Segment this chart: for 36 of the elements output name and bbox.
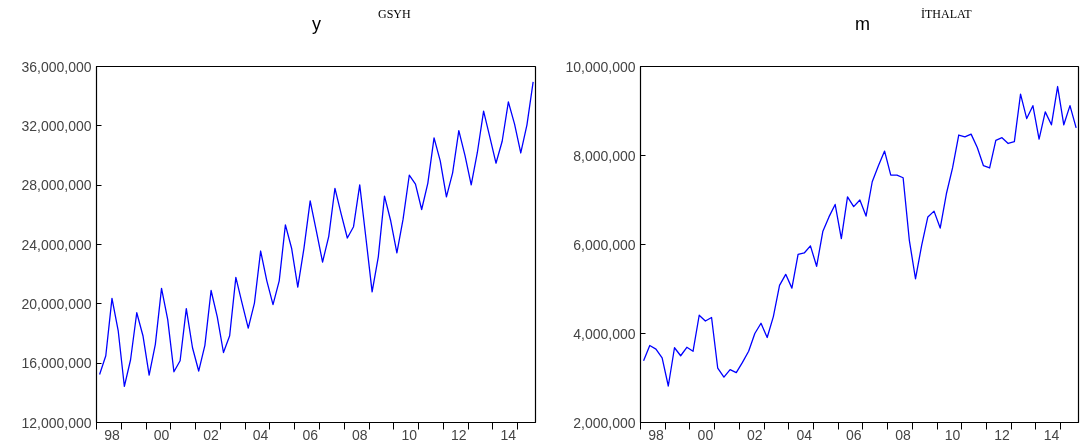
line-series [642, 85, 1077, 387]
y-tick-label: 32,000,000 [21, 117, 92, 134]
x-tick-label: 12 [451, 426, 467, 443]
chart-title: y [312, 13, 321, 36]
line-series [98, 81, 534, 388]
x-tick-label: 14 [1043, 426, 1060, 443]
x-tick-label: 08 [351, 426, 368, 443]
x-tick-label: 00 [697, 426, 714, 443]
x-tick-label: 98 [104, 426, 120, 443]
y-tick-label: 16,000,000 [21, 355, 92, 372]
y-tick-label: 24,000,000 [21, 236, 92, 253]
x-tick-label: 02 [747, 426, 763, 443]
x-tick-label: 98 [648, 426, 664, 443]
y-tick-label: 36,000,000 [21, 58, 92, 75]
x-tick-label: 04 [796, 426, 813, 443]
y-tick-label: 2,000,000 [573, 414, 636, 431]
x-tick-label: 04 [252, 426, 269, 443]
x-tick-label: 12 [994, 426, 1010, 443]
y-tick-label: 28,000,000 [21, 177, 92, 194]
x-tick-label: 00 [153, 426, 170, 443]
x-tick-label: 08 [895, 426, 912, 443]
y-tick-label: 20,000,000 [21, 295, 92, 312]
chart-subtitle: GSYH [378, 6, 411, 23]
chart-title: m [855, 13, 870, 36]
y-tick-label: 8,000,000 [573, 147, 636, 164]
y-tick-label: 4,000,000 [573, 325, 636, 342]
x-tick-label: 10 [401, 426, 418, 443]
chart-subtitle: İTHALAT [921, 6, 972, 23]
x-tick-label: 14 [500, 426, 517, 443]
x-tick-label: 10 [944, 426, 961, 443]
y-tick-label: 12,000,000 [21, 414, 92, 431]
x-tick-label: 06 [302, 426, 319, 443]
y-tick-label: 6,000,000 [573, 236, 636, 253]
x-tick-label: 02 [203, 426, 220, 443]
y-tick-label: 10,000,000 [565, 58, 636, 75]
x-tick-label: 06 [845, 426, 862, 443]
